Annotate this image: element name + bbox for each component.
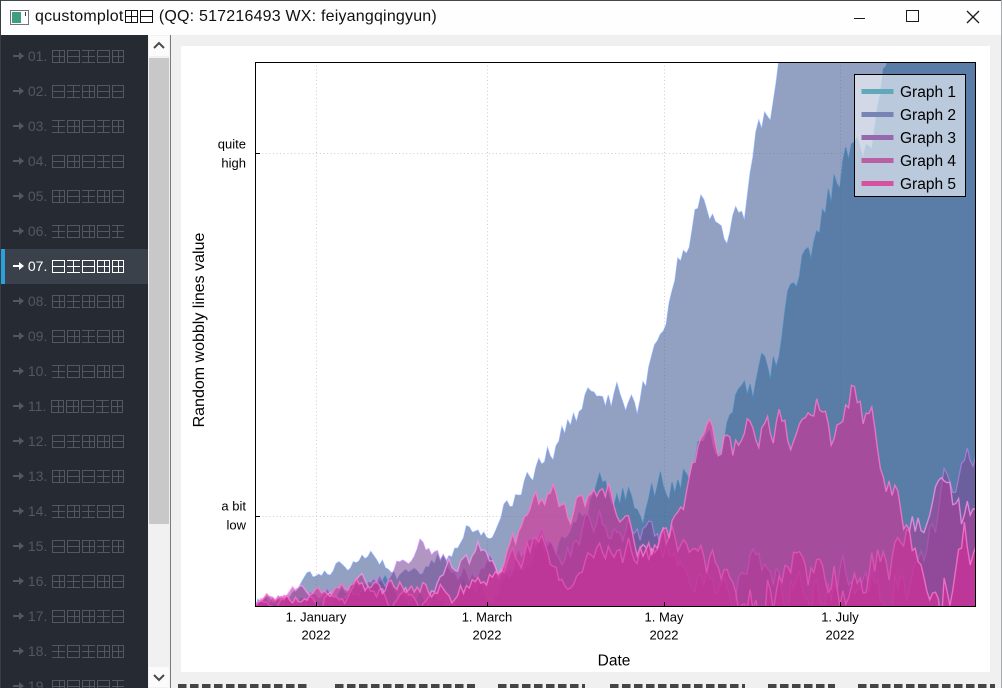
svg-text:1. July: 1. July: [821, 610, 859, 625]
svg-text:Date: Date: [598, 653, 631, 670]
svg-text:quite: quite: [218, 137, 246, 152]
svg-text:Graph 3: Graph 3: [900, 130, 956, 147]
svg-text:Graph 1: Graph 1: [900, 84, 956, 101]
svg-text:2022: 2022: [650, 628, 679, 643]
svg-text:Graph 2: Graph 2: [900, 107, 956, 124]
svg-text:1. May: 1. May: [644, 610, 684, 625]
svg-text:Graph 4: Graph 4: [900, 153, 956, 170]
svg-text:a bit: a bit: [221, 499, 246, 514]
svg-text:high: high: [221, 156, 246, 171]
svg-text:2022: 2022: [826, 628, 855, 643]
svg-text:Random wobbly lines value: Random wobbly lines value: [191, 233, 208, 428]
svg-text:1. March: 1. March: [462, 610, 513, 625]
svg-text:1. January: 1. January: [286, 610, 347, 625]
svg-text:2022: 2022: [473, 628, 502, 643]
svg-text:2022: 2022: [302, 628, 331, 643]
svg-text:Graph 5: Graph 5: [900, 176, 956, 193]
svg-text:low: low: [226, 518, 246, 533]
